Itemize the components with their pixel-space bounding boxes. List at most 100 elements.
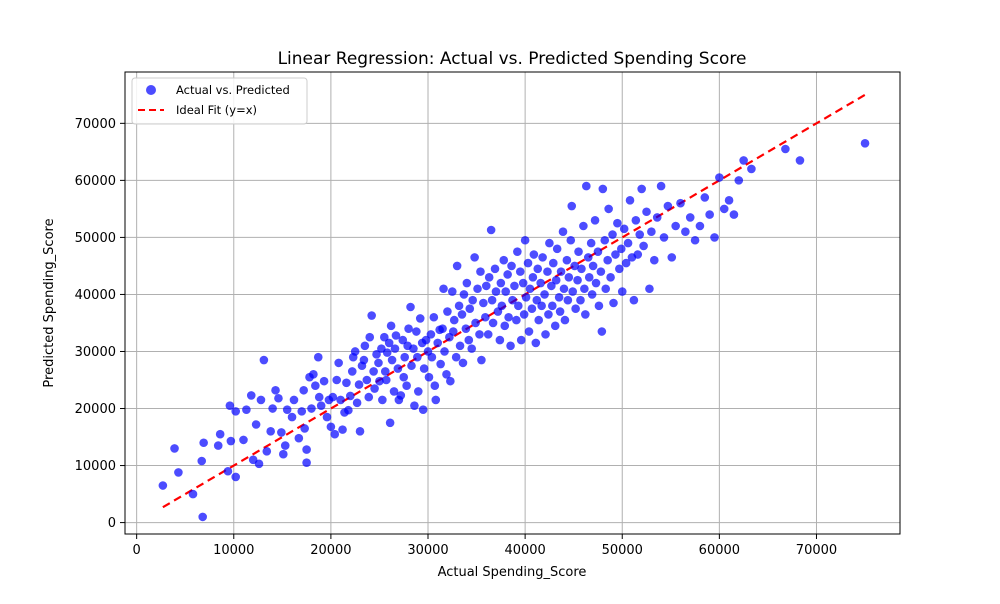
- data-point: [621, 258, 631, 268]
- data-point: [479, 298, 488, 308]
- data-point: [520, 235, 530, 245]
- data-point: [449, 315, 459, 325]
- data-point: [671, 221, 680, 231]
- x-tick-label: 10000: [213, 543, 254, 558]
- data-point: [642, 207, 651, 217]
- data-point: [465, 304, 475, 314]
- data-point: [259, 355, 269, 365]
- data-point: [430, 381, 440, 391]
- data-point: [332, 375, 342, 385]
- data-point: [367, 311, 376, 320]
- data-point: [613, 218, 622, 228]
- data-point: [551, 275, 561, 285]
- y-tick-label: 60000: [75, 174, 116, 189]
- data-point: [468, 295, 477, 305]
- data-point: [554, 292, 564, 302]
- data-point: [544, 310, 553, 319]
- data-point: [277, 428, 286, 437]
- data-point: [676, 198, 685, 208]
- y-tick-label: 50000: [75, 231, 116, 246]
- data-point: [635, 230, 645, 239]
- data-point: [336, 395, 345, 405]
- data-point: [525, 284, 535, 294]
- data-point: [573, 275, 582, 285]
- data-point: [781, 144, 790, 154]
- data-point: [586, 238, 596, 248]
- data-point: [514, 301, 523, 311]
- data-point: [352, 398, 362, 408]
- data-point: [515, 267, 525, 276]
- data-point: [588, 261, 598, 271]
- data-point: [541, 330, 550, 339]
- data-point: [158, 481, 168, 490]
- data-point: [507, 261, 516, 271]
- data-point: [734, 176, 744, 185]
- legend-marker-scatter: [146, 85, 156, 95]
- data-point: [609, 298, 618, 308]
- data-point: [637, 184, 646, 194]
- y-tick-label: 10000: [75, 459, 116, 474]
- data-point: [534, 315, 544, 325]
- data-point: [447, 287, 457, 296]
- data-point: [251, 420, 261, 429]
- x-tick-label: 20000: [310, 543, 351, 558]
- data-point: [427, 352, 437, 362]
- data-point: [313, 352, 323, 362]
- data-point: [271, 385, 280, 395]
- data-point: [593, 247, 603, 256]
- data-point: [581, 310, 590, 319]
- legend-box: [131, 77, 308, 125]
- data-point: [399, 372, 409, 382]
- data-point: [471, 318, 480, 328]
- data-point: [442, 369, 451, 379]
- data-point: [268, 404, 277, 413]
- data-point: [374, 358, 383, 368]
- x-tick-label: 60000: [699, 543, 740, 558]
- data-point: [570, 261, 579, 271]
- data-point: [454, 301, 464, 311]
- data-point: [571, 304, 580, 314]
- data-point: [555, 307, 565, 316]
- data-point: [223, 466, 233, 476]
- data-point: [433, 338, 443, 348]
- data-point: [860, 138, 870, 148]
- data-point: [429, 312, 439, 322]
- data-point: [344, 405, 353, 415]
- data-point: [615, 264, 624, 274]
- data-point: [594, 301, 604, 311]
- data-point: [424, 372, 434, 382]
- data-point: [402, 381, 411, 391]
- data-point: [476, 267, 485, 276]
- data-point: [645, 284, 654, 294]
- data-point: [619, 224, 629, 234]
- data-point: [393, 364, 403, 373]
- data-point: [719, 204, 729, 214]
- data-point: [198, 512, 207, 522]
- data-point: [384, 338, 394, 348]
- data-point: [326, 422, 336, 432]
- data-point: [398, 335, 408, 345]
- data-point: [580, 284, 589, 294]
- data-point: [596, 267, 606, 276]
- data-point: [475, 330, 484, 339]
- data-point: [659, 233, 669, 242]
- data-point: [724, 196, 734, 205]
- data-point: [254, 459, 264, 469]
- data-point: [584, 273, 594, 282]
- data-point: [545, 238, 554, 248]
- y-tick-label: 20000: [75, 402, 116, 417]
- data-point: [562, 255, 572, 265]
- data-point: [413, 352, 422, 362]
- data-point: [360, 341, 370, 351]
- data-point: [598, 184, 608, 194]
- data-point: [319, 376, 329, 386]
- data-point: [481, 312, 490, 322]
- data-point: [455, 341, 465, 351]
- data-point: [519, 310, 529, 319]
- data-point: [508, 295, 517, 305]
- data-point: [385, 418, 395, 428]
- data-point: [322, 412, 332, 422]
- legend-label-line: Ideal Fit (y=x): [176, 103, 257, 117]
